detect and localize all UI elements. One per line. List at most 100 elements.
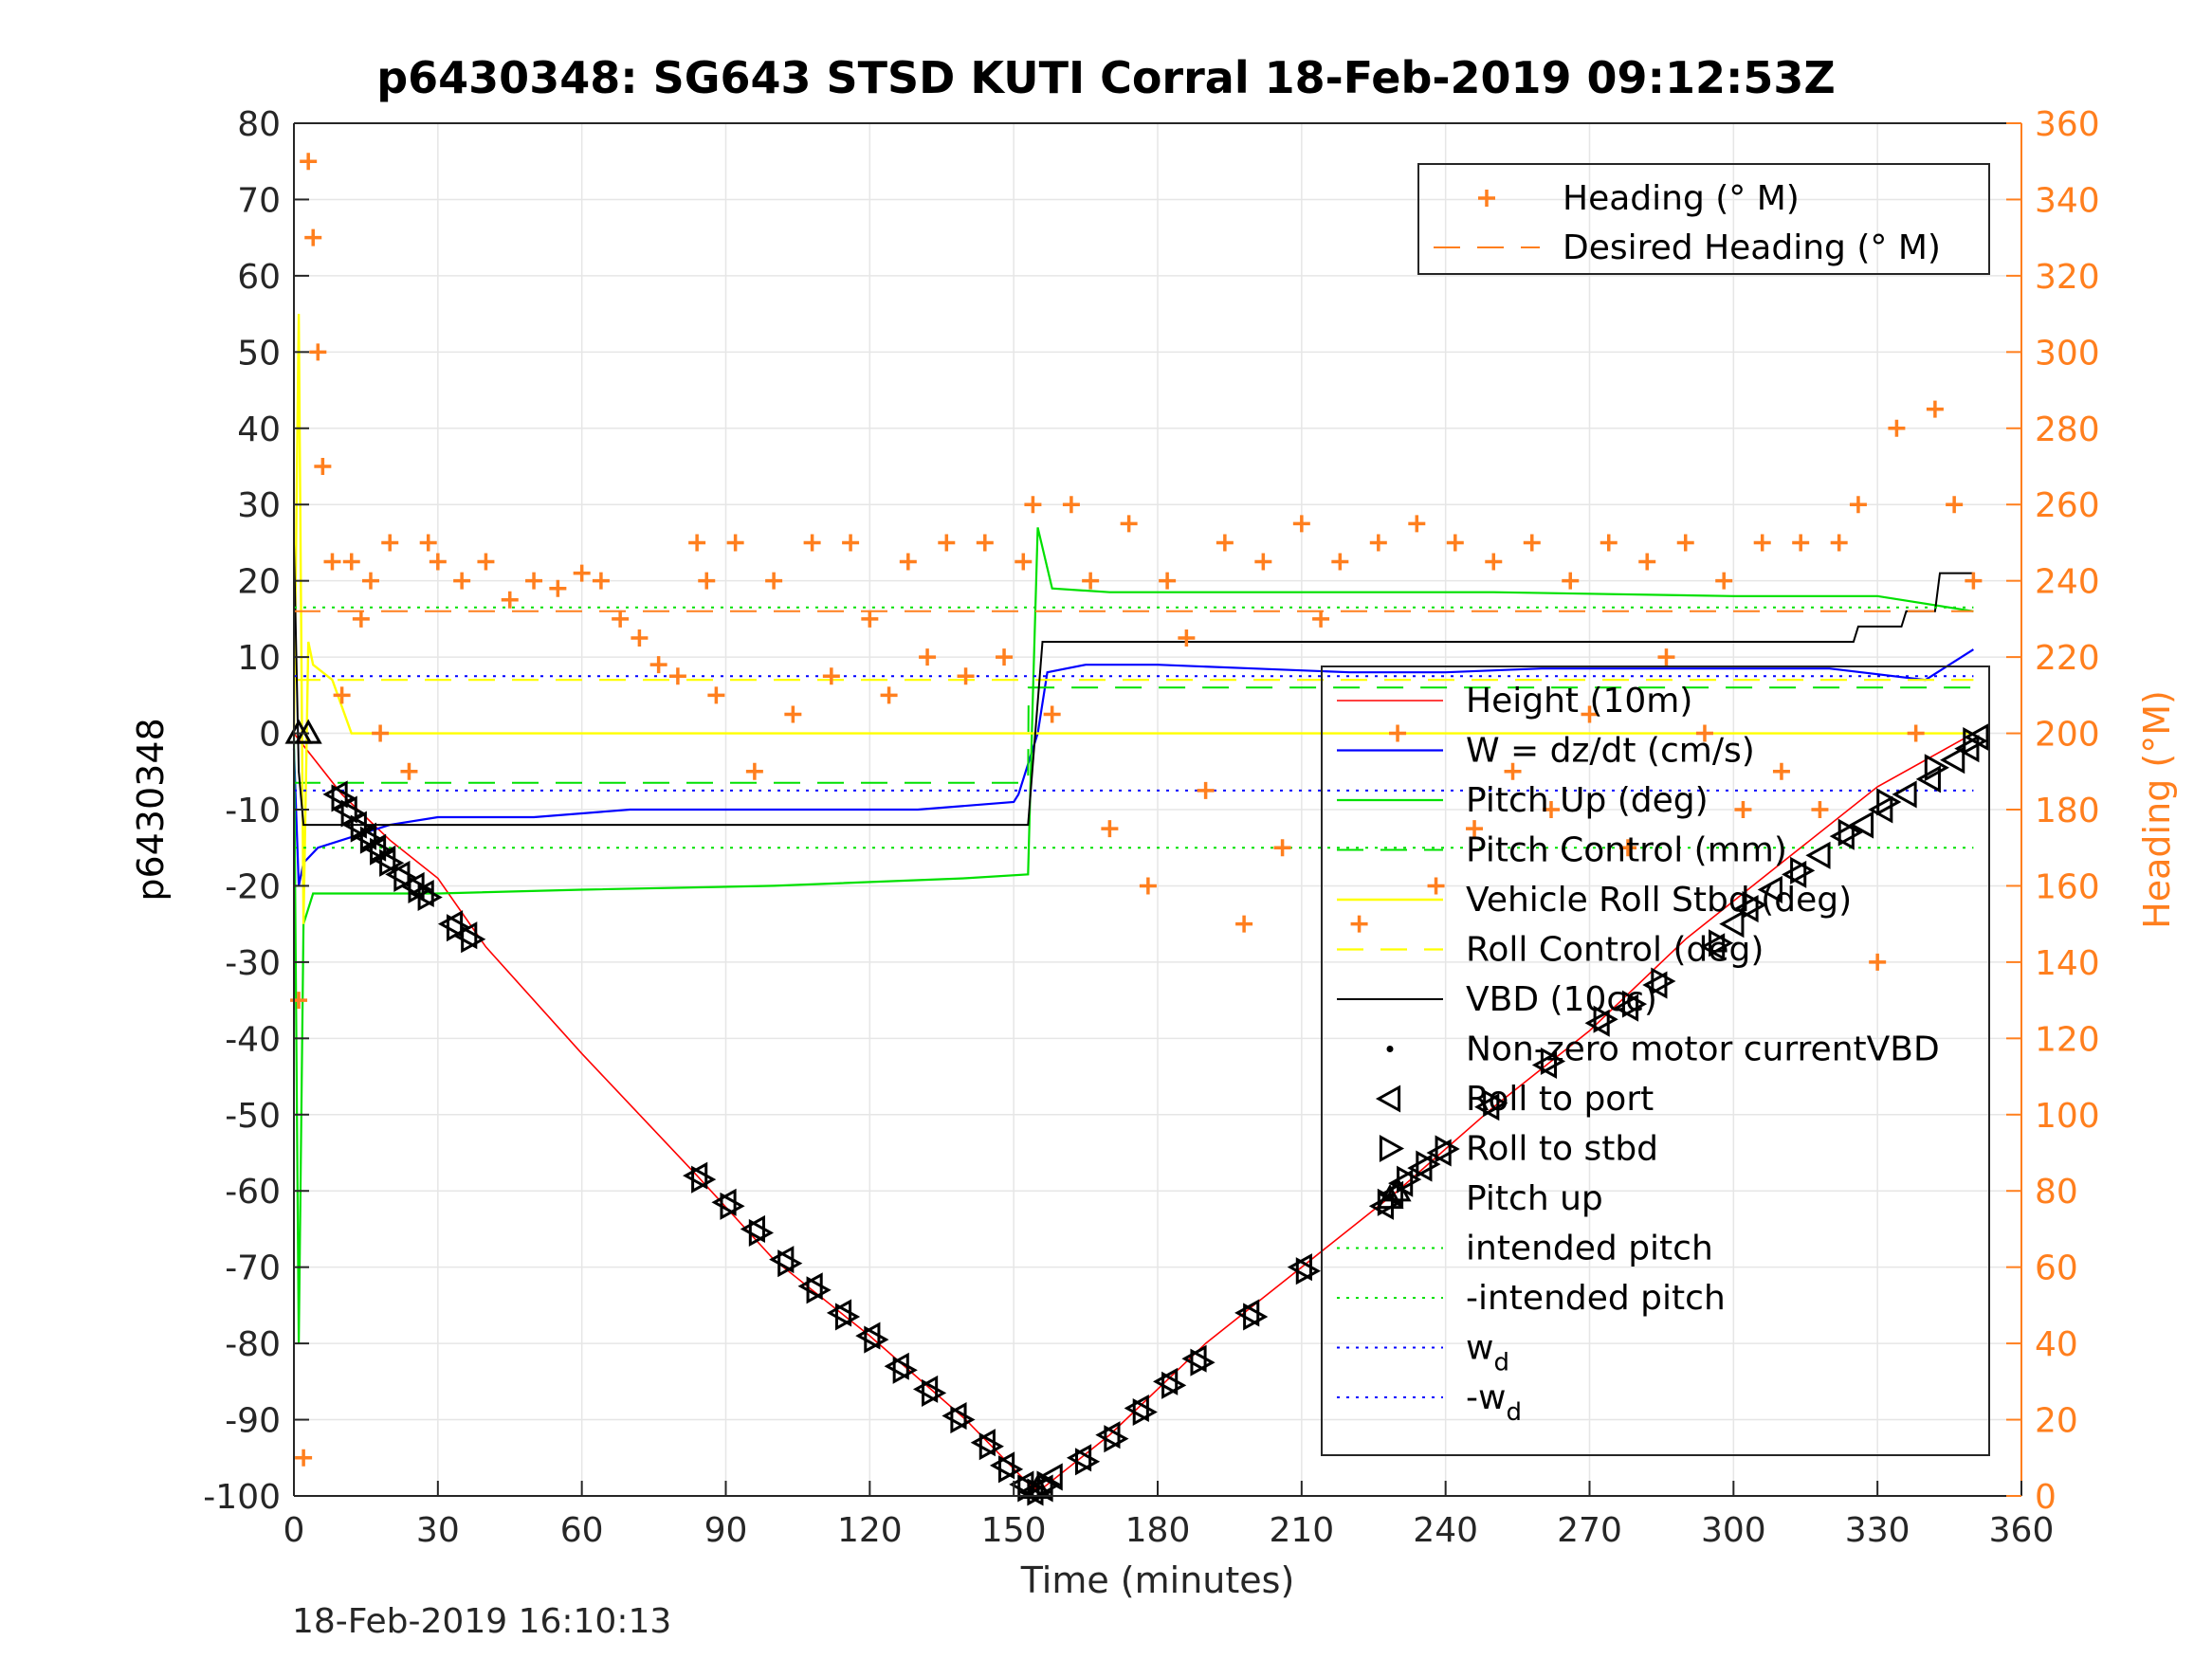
legend: Height (10m) W = dz/dt (cm/s) Pitch Up (de…	[1321, 665, 1990, 1456]
marker-triangle-left	[1757, 875, 1782, 904]
legend-label: Pitch Control (mm)	[1466, 831, 1787, 870]
y-right-tick-label: 160	[2035, 867, 2100, 906]
heading-point	[1178, 629, 1196, 647]
y-right-tick-label: 120	[2035, 1020, 2100, 1059]
heading-point	[1139, 877, 1157, 895]
heading-point	[1273, 839, 1291, 857]
y-right-tick-label: 40	[2035, 1325, 2078, 1364]
marker-triangle-right	[834, 1303, 861, 1331]
heading-point	[1965, 572, 1983, 590]
y-right-tick-label: 140	[2035, 944, 2100, 983]
heading-point	[1869, 953, 1887, 971]
axes: 0 30 60 90 120 150 180 210 240 270 300 330 360807060…	[130, 105, 2178, 1601]
heading-point	[1427, 877, 1445, 895]
legend-label: wd	[1466, 1329, 1509, 1377]
marker-triangle-right	[998, 1455, 1024, 1484]
heading-point	[453, 572, 471, 590]
x-tick-label: 0	[283, 1511, 305, 1550]
series-pitch-control-mm	[294, 686, 1974, 784]
y-axis-label: p6430348	[130, 718, 172, 901]
y-tick-label: -100	[203, 1478, 281, 1517]
y-tick-label: -40	[225, 1020, 281, 1059]
marker-triangle-right	[446, 914, 472, 942]
marker-triangle-right	[1621, 990, 1648, 1018]
heading-point	[631, 629, 649, 647]
y-axis-right-label: Heading (°M)	[2136, 690, 2178, 929]
marker-triangle-right	[1924, 754, 1949, 782]
y-tick-label: -90	[225, 1402, 281, 1441]
heading-point	[1676, 534, 1694, 552]
marker-triangle-left	[1964, 723, 1989, 752]
marker-triangle-right	[1742, 891, 1767, 920]
heading-point	[501, 591, 519, 609]
legend-label: Vehicle Roll Stbd (deg)	[1466, 881, 1852, 920]
y-right-tick-label: 320	[2035, 258, 2100, 297]
legend-label: Roll Control (deg)	[1466, 931, 1764, 970]
marker-triangle-right	[892, 1356, 918, 1384]
heading-point	[1618, 839, 1636, 857]
heading-point	[1562, 572, 1580, 590]
heading-point	[1446, 534, 1464, 552]
heading-point	[1715, 572, 1733, 590]
legend-swatch	[1379, 1134, 1405, 1163]
series-vehicle-roll-stbd-deg	[292, 314, 1974, 924]
heading-point	[880, 686, 898, 704]
marker-triangle-up	[1023, 1473, 1052, 1500]
legend-label: Desired Heading (° M)	[1563, 228, 1941, 267]
heading-point	[314, 458, 332, 475]
legend-label: Height (10m)	[1466, 682, 1692, 720]
series-vbd-10cc	[293, 542, 1974, 827]
heading-point	[1082, 572, 1100, 590]
marker-triangle-right	[393, 864, 419, 892]
heading-point	[290, 992, 308, 1010]
heading-point	[1101, 820, 1119, 838]
heading-point	[1543, 801, 1561, 818]
legend-swatch	[1375, 1085, 1401, 1113]
marker-triangle-right	[379, 848, 405, 877]
x-tick-label: 120	[837, 1511, 903, 1550]
y-tick-label: -20	[225, 867, 281, 906]
legend-box	[1321, 665, 1990, 1456]
heading-point	[649, 656, 667, 674]
heading-point	[1638, 553, 1656, 571]
legend: Heading (° M) Desired Heading (° M)	[1417, 163, 1990, 275]
y-right-tick-label: 340	[2035, 181, 2100, 220]
marker-triangle-right	[1651, 967, 1676, 995]
chart-title: p6430348: SG643 STSD KUTI Corral 18-Feb-…	[376, 52, 1836, 103]
heading-point	[1926, 400, 1944, 418]
heading-point	[1408, 515, 1426, 533]
marker-triangle-left	[1805, 841, 1831, 869]
x-tick-label: 300	[1701, 1511, 1766, 1550]
marker-triangle-right	[1132, 1397, 1158, 1427]
heading-point	[1581, 705, 1599, 723]
marker-triangle-right	[1036, 1470, 1062, 1499]
x-tick-label: 270	[1557, 1511, 1622, 1550]
y-right-tick-label: 0	[2035, 1478, 2057, 1517]
heading-point	[1734, 801, 1752, 818]
heading-point	[300, 153, 318, 171]
heading-point	[1312, 610, 1330, 628]
heading-point	[429, 553, 447, 571]
heading-point	[304, 228, 322, 246]
y-tick-label: 20	[237, 563, 281, 602]
heading-point	[1849, 496, 1867, 514]
y-tick-label: 70	[237, 181, 281, 220]
marker-triangle-right	[1483, 1089, 1508, 1118]
marker-triangle-right	[1416, 1150, 1441, 1178]
marker-triangle-right	[1161, 1371, 1187, 1399]
y-tick-label: 40	[237, 410, 281, 449]
marker-triangle-right	[1593, 1005, 1618, 1033]
legends: Heading (° M) Desired Heading (° M) Height…	[1321, 163, 1990, 1456]
heading-point	[861, 610, 879, 628]
heading-point	[1695, 724, 1713, 742]
heading-point	[1504, 762, 1522, 780]
heading-point	[1369, 534, 1387, 552]
marker-triangle-right	[720, 1192, 745, 1220]
heading-point	[1600, 534, 1618, 552]
x-tick-label: 30	[416, 1511, 460, 1550]
heading-point	[323, 553, 341, 571]
y-right-tick-label: 180	[2035, 792, 2100, 830]
y-tick-label: 50	[237, 334, 281, 373]
heading-point	[1946, 496, 1964, 514]
grid	[293, 122, 2022, 1497]
